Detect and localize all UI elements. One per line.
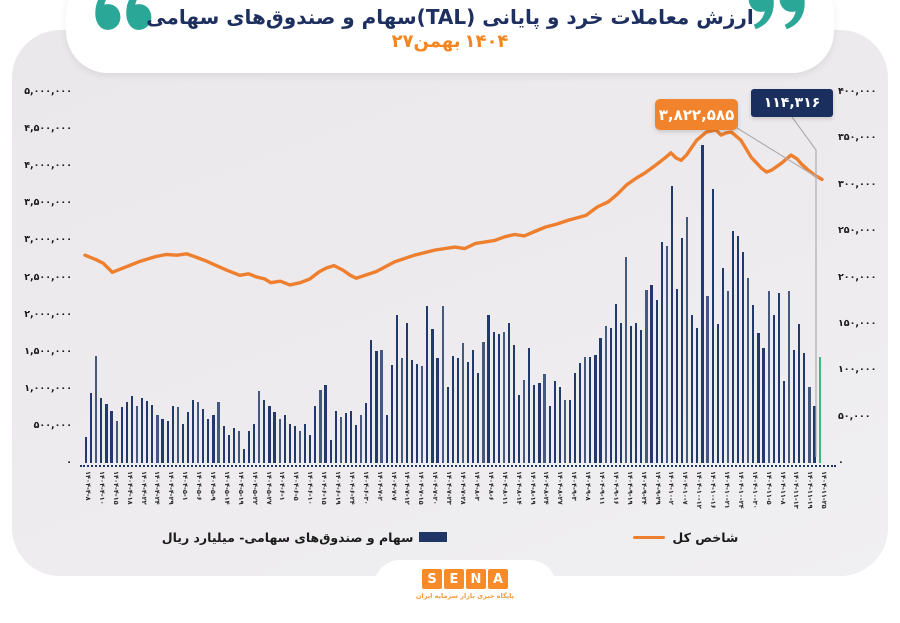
sena-logo-letter: E (444, 569, 464, 589)
page-subtitle-date: ۲۷بهمن ۱۴۰۴ (66, 31, 834, 52)
date-year: ۱۴۰۴ (464, 31, 509, 52)
legend-bars-label: سهام و صندوق‌های سهامی- میلیارد ریال (161, 529, 414, 545)
sena-logo-letter: N (466, 569, 486, 589)
page-title: ارزش معاملات خرد و پایانی (TAL)سهام و صن… (146, 5, 754, 29)
sena-logo-letter: S (422, 569, 442, 589)
legend-bars-swatch (419, 532, 448, 542)
open-quote-icon (94, 0, 152, 32)
title-block: ارزش معاملات خرد و پایانی (TAL)سهام و صن… (66, 5, 834, 53)
sena-logo-caption: پایگاه خبری بازار سرمایه ایران (415, 592, 515, 600)
chart-legend: سهام و صندوق‌های سهامی- میلیارد ریال شاخ… (0, 524, 900, 550)
legend-line-label: شاخص کل (672, 529, 739, 545)
sena-logo-letter: A (488, 569, 508, 589)
chart-card (12, 30, 888, 576)
close-quote-icon (748, 0, 806, 32)
title-banner: ارزش معاملات خرد و پایانی (TAL)سهام و صن… (66, 0, 834, 73)
legend-line-swatch (633, 535, 666, 539)
date-day-month: ۲۷بهمن (391, 31, 461, 52)
